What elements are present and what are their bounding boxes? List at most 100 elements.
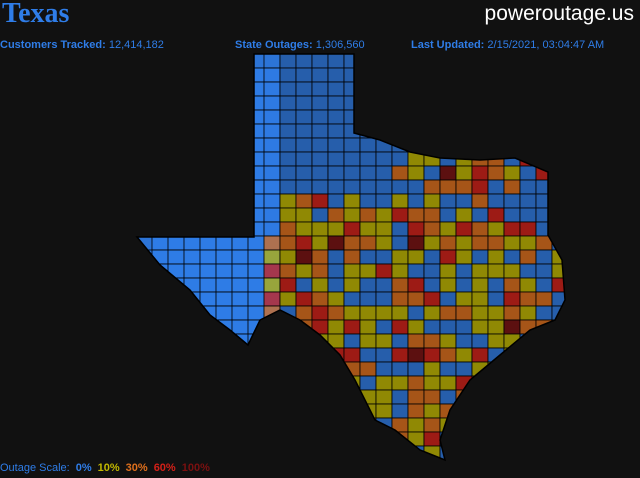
county — [535, 137, 553, 153]
county — [455, 67, 473, 83]
county — [471, 207, 489, 223]
county — [295, 375, 313, 391]
county — [215, 123, 249, 153]
county — [471, 165, 489, 181]
county — [151, 333, 185, 363]
county — [407, 207, 425, 223]
county — [407, 263, 425, 279]
county — [471, 109, 489, 125]
county — [295, 263, 313, 279]
county — [295, 151, 313, 167]
county — [327, 445, 345, 460]
county — [343, 347, 361, 363]
county — [391, 375, 409, 391]
county — [167, 431, 201, 460]
county — [263, 263, 281, 279]
county — [151, 277, 185, 307]
county — [391, 291, 409, 307]
county — [263, 319, 281, 335]
county — [535, 109, 553, 125]
county — [343, 389, 361, 405]
county — [263, 109, 281, 125]
county — [471, 235, 489, 251]
county — [137, 137, 169, 167]
county — [503, 235, 521, 251]
county — [167, 403, 201, 433]
county — [471, 403, 489, 419]
county — [439, 375, 457, 391]
county — [343, 151, 361, 167]
county — [137, 403, 169, 433]
county — [279, 263, 297, 279]
county — [311, 123, 329, 139]
county — [455, 249, 473, 265]
county — [535, 291, 553, 307]
county — [439, 109, 457, 125]
county — [551, 277, 565, 293]
county — [407, 431, 425, 447]
county — [311, 165, 329, 181]
county — [551, 165, 565, 181]
county — [199, 389, 233, 419]
county — [407, 361, 425, 377]
stat: State Outages: 1,306,560 — [235, 39, 365, 51]
county — [439, 221, 457, 237]
county — [279, 179, 297, 195]
county — [407, 67, 425, 83]
county — [295, 417, 313, 433]
county — [151, 417, 185, 447]
county — [391, 263, 409, 279]
county — [295, 221, 313, 237]
county — [295, 235, 313, 251]
county — [423, 305, 441, 321]
county — [503, 389, 521, 405]
county — [215, 95, 249, 125]
county — [375, 81, 393, 97]
county — [279, 361, 297, 377]
county — [167, 81, 201, 111]
county — [343, 263, 361, 279]
county — [137, 417, 169, 447]
county — [327, 95, 345, 111]
county — [327, 249, 345, 265]
county — [391, 123, 409, 139]
stat-value: 1,306,560 — [315, 39, 365, 51]
county — [503, 263, 521, 279]
county — [279, 305, 297, 321]
county — [455, 165, 473, 181]
county — [487, 319, 505, 335]
county — [137, 81, 169, 111]
county — [423, 137, 441, 153]
county — [503, 165, 521, 181]
county — [535, 347, 553, 363]
county — [423, 291, 441, 307]
county — [137, 109, 169, 139]
county — [263, 207, 281, 223]
county — [407, 137, 425, 153]
county — [167, 417, 201, 447]
county — [343, 95, 361, 111]
title: Texas — [2, 0, 70, 29]
county — [167, 305, 201, 335]
county — [375, 123, 393, 139]
county — [167, 151, 201, 181]
county — [215, 347, 249, 377]
county — [151, 319, 185, 349]
county — [503, 193, 521, 209]
county — [535, 207, 553, 223]
county — [151, 95, 185, 125]
county — [551, 403, 565, 419]
county — [471, 417, 489, 433]
county — [407, 333, 425, 349]
county — [295, 207, 313, 223]
county — [487, 123, 505, 139]
county — [183, 347, 217, 377]
county — [455, 431, 473, 447]
county — [471, 459, 489, 460]
county — [183, 95, 217, 125]
county — [295, 445, 313, 460]
county — [343, 123, 361, 139]
stat-label: Last Updated: — [411, 39, 485, 51]
county — [391, 403, 409, 419]
scale-step: 30% — [125, 462, 148, 474]
